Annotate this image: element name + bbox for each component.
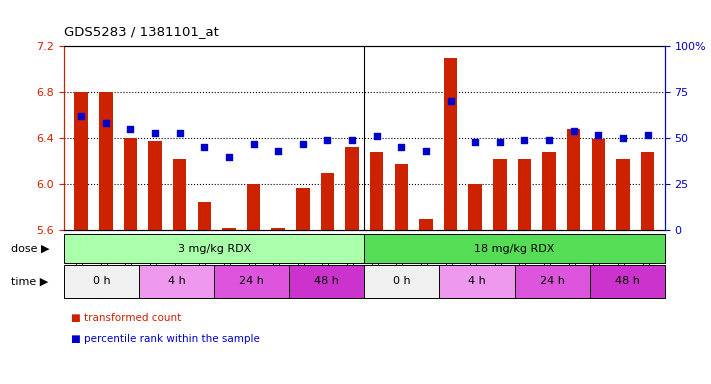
Text: 0 h: 0 h — [92, 276, 110, 286]
Bar — [149, 141, 162, 230]
Bar — [64, 234, 365, 263]
Point — [100, 121, 112, 127]
Bar — [346, 147, 359, 230]
Bar — [64, 265, 139, 298]
Text: ■ transformed count: ■ transformed count — [71, 313, 181, 323]
Text: 24 h: 24 h — [240, 276, 264, 286]
Point — [642, 131, 653, 137]
Point — [322, 137, 333, 143]
Bar — [439, 265, 515, 298]
Point — [297, 141, 309, 147]
Text: 18 mg/kg RDX: 18 mg/kg RDX — [474, 243, 555, 254]
Bar — [641, 152, 654, 230]
Bar — [75, 92, 88, 230]
Text: 3 mg/kg RDX: 3 mg/kg RDX — [178, 243, 251, 254]
Bar — [515, 265, 589, 298]
Point — [272, 148, 284, 154]
Bar — [321, 173, 334, 230]
Bar — [592, 139, 605, 230]
Bar — [139, 265, 214, 298]
Point — [75, 113, 87, 119]
Point — [149, 130, 161, 136]
Point — [568, 128, 579, 134]
Bar — [469, 184, 482, 230]
Point — [420, 148, 432, 154]
Text: 4 h: 4 h — [168, 276, 186, 286]
Bar — [365, 234, 665, 263]
Bar — [173, 159, 186, 230]
Bar — [289, 265, 365, 298]
Point — [469, 139, 481, 145]
Text: 4 h: 4 h — [468, 276, 486, 286]
Bar — [542, 152, 556, 230]
Text: 48 h: 48 h — [314, 276, 339, 286]
Bar — [444, 58, 457, 230]
Bar — [198, 202, 211, 230]
Point — [223, 154, 235, 160]
Point — [248, 141, 260, 147]
Bar — [365, 265, 439, 298]
Point — [543, 137, 555, 143]
Bar — [493, 159, 506, 230]
Point — [592, 131, 604, 137]
Bar — [370, 152, 383, 230]
Bar — [616, 159, 630, 230]
Text: 48 h: 48 h — [615, 276, 640, 286]
Bar — [124, 138, 137, 230]
Bar — [223, 228, 236, 230]
Bar — [214, 265, 289, 298]
Text: time ▶: time ▶ — [11, 276, 48, 286]
Text: dose ▶: dose ▶ — [11, 243, 49, 254]
Bar — [589, 265, 665, 298]
Bar — [518, 159, 531, 230]
Bar — [247, 184, 260, 230]
Bar — [99, 92, 112, 230]
Point — [494, 139, 506, 145]
Point — [617, 135, 629, 141]
Point — [198, 144, 210, 151]
Bar — [272, 228, 285, 230]
Point — [395, 144, 407, 151]
Text: GDS5283 / 1381101_at: GDS5283 / 1381101_at — [64, 25, 219, 38]
Point — [346, 137, 358, 143]
Point — [371, 133, 383, 139]
Bar — [296, 188, 309, 230]
Point — [445, 98, 456, 104]
Text: 24 h: 24 h — [540, 276, 565, 286]
Bar — [567, 129, 580, 230]
Point — [125, 126, 137, 132]
Text: 0 h: 0 h — [393, 276, 411, 286]
Bar — [395, 164, 408, 230]
Point — [519, 137, 530, 143]
Bar — [419, 219, 433, 230]
Point — [174, 130, 186, 136]
Text: ■ percentile rank within the sample: ■ percentile rank within the sample — [71, 334, 260, 344]
